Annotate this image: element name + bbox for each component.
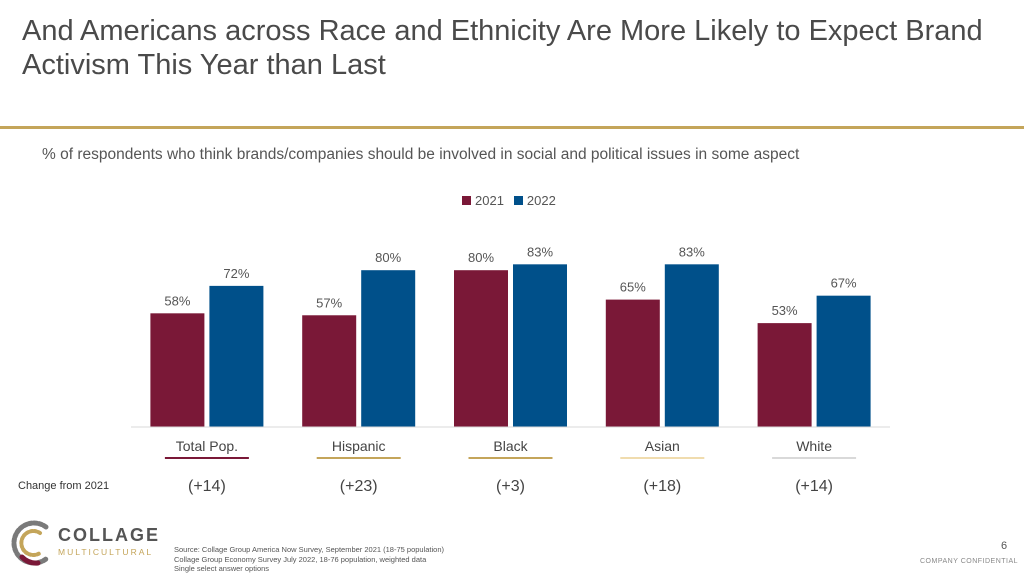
legend-label-2021: 2021 [475, 193, 504, 208]
bar-chart: 58% 72% Total Pop. 57% 80% Hispanic 80% 83% Blac… [131, 244, 890, 459]
source-note: Source: Collage Group America Now Survey… [174, 545, 444, 574]
legend-label-2022: 2022 [526, 193, 556, 208]
chart-legend: 2021 2022 [462, 193, 556, 208]
category-label: Total Pop. [176, 438, 238, 454]
change-value: (+14) [795, 478, 833, 495]
category-label: Hispanic [332, 438, 386, 454]
logo-tagline: MULTICULTURAL [58, 547, 154, 557]
data-label-2022: 72% [223, 266, 249, 281]
legend-item-2022: 2022 [513, 193, 556, 208]
bar-2022-hispanic [361, 270, 416, 427]
legend-swatch-2022 [513, 196, 523, 205]
data-label-2021: 80% [468, 250, 494, 265]
source-line: Source: Collage Group America Now Survey… [174, 545, 445, 554]
collage-logo-icon [11, 520, 49, 566]
data-label-2021: 65% [620, 280, 646, 295]
data-label-2022: 67% [831, 276, 857, 291]
bar-2021-black [454, 270, 508, 427]
bar-2022-white [816, 295, 871, 427]
legend-swatch-2021 [462, 196, 471, 205]
category-label: Black [493, 438, 528, 454]
bar-2021-hispanic [302, 315, 357, 427]
data-label-2021: 58% [164, 293, 190, 308]
slide-title: And Americans across Race and Ethnicity … [22, 15, 983, 81]
bar-2021-asian [605, 299, 660, 427]
confidential-notice: COMPANY CONFIDENTIAL [920, 558, 1019, 565]
source-line: Collage Group Economy Survey July 2022, … [174, 554, 427, 564]
change-value: (+3) [496, 478, 525, 495]
data-label-2021: 53% [772, 303, 798, 318]
change-value: (+14) [187, 478, 226, 495]
change-value: (+18) [643, 478, 682, 495]
data-label-2022: 83% [679, 244, 705, 259]
category-label: Asian [645, 438, 680, 454]
logo-wordmark: COLLAGE [58, 525, 160, 545]
bar-2022-total-pop [209, 285, 264, 427]
legend-item-2021: 2021 [462, 193, 504, 208]
collage-logo: COLLAGE MULTICULTURAL [8, 517, 158, 569]
bar-2021-white [757, 323, 812, 427]
source-line: Single select answer options [174, 564, 270, 573]
bar-2022-black [513, 264, 567, 427]
page-number: 6 [1001, 540, 1008, 552]
bar-2021-total-pop [150, 313, 205, 427]
chart-subtitle: % of respondents who think brands/compan… [42, 146, 800, 163]
title-divider [0, 126, 1024, 129]
data-label-2021: 57% [316, 295, 342, 310]
data-label-2022: 83% [527, 244, 553, 259]
change-row-label: Change from 2021 [18, 480, 110, 492]
change-value: (+23) [339, 478, 378, 495]
category-label: White [796, 438, 832, 454]
data-label-2022: 80% [375, 250, 401, 265]
bar-2022-asian [664, 264, 719, 427]
